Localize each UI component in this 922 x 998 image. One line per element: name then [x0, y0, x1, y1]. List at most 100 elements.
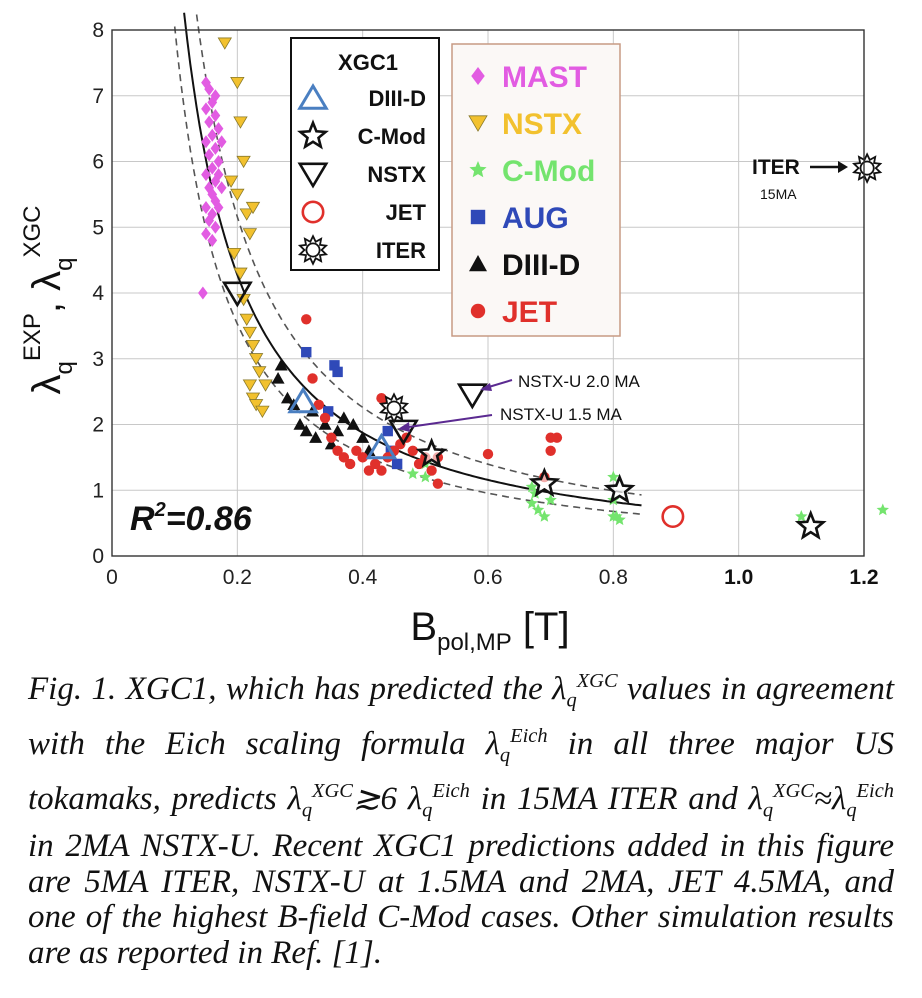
y-tick-label: 4: [92, 282, 104, 305]
data-point-nstx: [258, 379, 273, 392]
xgc-point-iter: [378, 392, 410, 424]
annotation-nstxu-2ma: NSTX-U 2.0 MA: [518, 372, 641, 391]
x-tick-label: 0.8: [599, 566, 628, 589]
y-label-lambda-1: λ: [25, 375, 69, 395]
caption-text-5: in 15MA ITER and λ: [469, 781, 763, 818]
data-point-jet: [376, 465, 387, 476]
data-point-jet: [482, 448, 494, 460]
caption-sup-4: Eich: [432, 780, 470, 803]
data-point-jet: [351, 445, 362, 456]
data-point-mast: [201, 102, 211, 116]
y-label-sup-2: XGC: [19, 206, 46, 258]
data-point-mast: [213, 168, 224, 182]
fit-curve-fit: [183, 12, 642, 507]
xgc-point-nstx: [221, 281, 253, 308]
xgc-points: [221, 152, 883, 540]
xgc-point-c-mod: [415, 437, 448, 468]
data-point-c-mod: [406, 467, 419, 480]
data-point-jet: [332, 445, 343, 456]
data-point-aug: [382, 425, 393, 437]
data-point-nstx: [217, 37, 232, 50]
r2-exp: 2: [154, 499, 166, 521]
annotations: NSTX-U 2.0 MA NSTX-U 1.5 MA ITER 15MA: [398, 156, 848, 432]
y-tick-label: 8: [92, 19, 104, 42]
data-point-c-mod: [528, 487, 542, 499]
xgc-point-iter: [852, 152, 883, 185]
x-axis-label: Bpol,MP [T]: [410, 605, 569, 656]
exp-legend-marker-mast: [471, 67, 485, 85]
data-point-jet: [307, 373, 318, 384]
xgc-legend-label: C-Mod: [358, 124, 426, 149]
data-point-jet: [376, 393, 387, 404]
y-tick-label: 3: [92, 348, 104, 371]
x-tick-label: 1.0: [724, 566, 753, 589]
data-point-jet: [407, 445, 418, 456]
data-point-c-mod: [795, 510, 808, 522]
data-point-c-mod: [876, 503, 889, 516]
caption-sup-2: Eich: [510, 725, 548, 748]
axis-ticks: 0 0.2 0.4 0.6 0.8 1.0 1.2 0 1 2 3 4 5 6 7 8: [92, 19, 878, 589]
data-point-c-mod: [544, 493, 557, 506]
exp-legend-label: C-Mod: [502, 155, 595, 188]
data-point-mast: [207, 207, 218, 221]
xgc-point-diii-d: [287, 386, 319, 414]
data-point-jet: [313, 399, 324, 410]
data-point-aug: [301, 346, 312, 358]
data-point-mast: [201, 168, 211, 182]
xgc-point-c-mod: [603, 473, 636, 504]
data-point-jet: [357, 452, 368, 463]
data-point-jet: [344, 458, 356, 470]
data-point-jet: [370, 458, 381, 470]
iter-arrowhead: [838, 161, 848, 173]
data-point-jet: [545, 445, 556, 456]
plot-frame: [111, 29, 865, 557]
xgc-legend-label: JET: [386, 200, 427, 225]
exp-legend-label: NSTX: [502, 108, 582, 141]
data-point-mast: [204, 82, 215, 96]
y-label-sub-2: q: [51, 258, 78, 271]
data-point-nstx: [255, 405, 270, 418]
data-point-c-mod: [538, 510, 551, 522]
data-point-c-mod: [419, 470, 432, 483]
x-label-sub: pol,MP: [437, 629, 512, 656]
caption-text-7: in 2MA NSTX-U. Recent XGC1 predictions a…: [28, 828, 894, 971]
data-point-nstx: [248, 399, 264, 412]
caption-text-3: in all three major US tokamaks, predicts…: [28, 726, 895, 818]
x-tick-label: 1.2: [849, 566, 878, 589]
data-point-mast: [210, 89, 221, 103]
xgc-legend-entries: DIII-D C-Mod NSTX JET ITER: [297, 83, 427, 266]
data-point-diii-d: [324, 437, 338, 450]
caption-text-2: values in agreement with the Eich scalin…: [28, 671, 894, 763]
nstxu-2ma-arrowhead: [480, 383, 492, 391]
data-point-diii-d: [274, 358, 288, 371]
exp-legend-label: AUG: [502, 202, 569, 235]
data-point-nstx: [245, 339, 261, 353]
annotation-15ma: 15MA: [760, 186, 797, 202]
exp-legend-marker-nstx: [468, 115, 488, 132]
data-point-nstx: [223, 175, 239, 188]
chart-area: 0 0.2 0.4 0.6 0.8 1.0 1.2 0 1 2 3 4 5 6 7 8 λqEXP, λqXG…: [19, 12, 889, 656]
data-point-jet: [432, 478, 444, 489]
y-tick-label: 0: [92, 545, 104, 568]
xgc-point-c-mod: [528, 466, 561, 498]
exp-legend-label: JET: [502, 296, 557, 329]
y-tick-label: 2: [92, 414, 104, 437]
caption-sup-3: XGC: [312, 780, 353, 803]
y-tick-label: 5: [92, 216, 104, 239]
data-point-diii-d: [309, 431, 323, 443]
annotation-iter: ITER: [752, 156, 800, 179]
data-point-mast: [201, 227, 211, 241]
caption-text-4: ≳6 λ: [352, 781, 423, 818]
exp-legend-marker-diii-d: [469, 255, 487, 272]
xgc-legend-label: DIII-D: [369, 86, 426, 111]
y-label-lambda-2: , λ: [25, 271, 69, 313]
data-point-nstx: [252, 366, 267, 379]
y-label-sup-1: EXP: [19, 313, 46, 361]
data-point-nstx: [242, 228, 258, 241]
caption-sub-3: q: [301, 799, 313, 822]
data-point-nstx: [245, 201, 261, 215]
data-point-nstx: [239, 313, 254, 326]
xgc-point-nstx: [387, 419, 419, 446]
data-point-nstx: [230, 77, 245, 90]
exp-legend: MAST NSTX C-Mod AUG DIII-D JET: [451, 43, 621, 337]
